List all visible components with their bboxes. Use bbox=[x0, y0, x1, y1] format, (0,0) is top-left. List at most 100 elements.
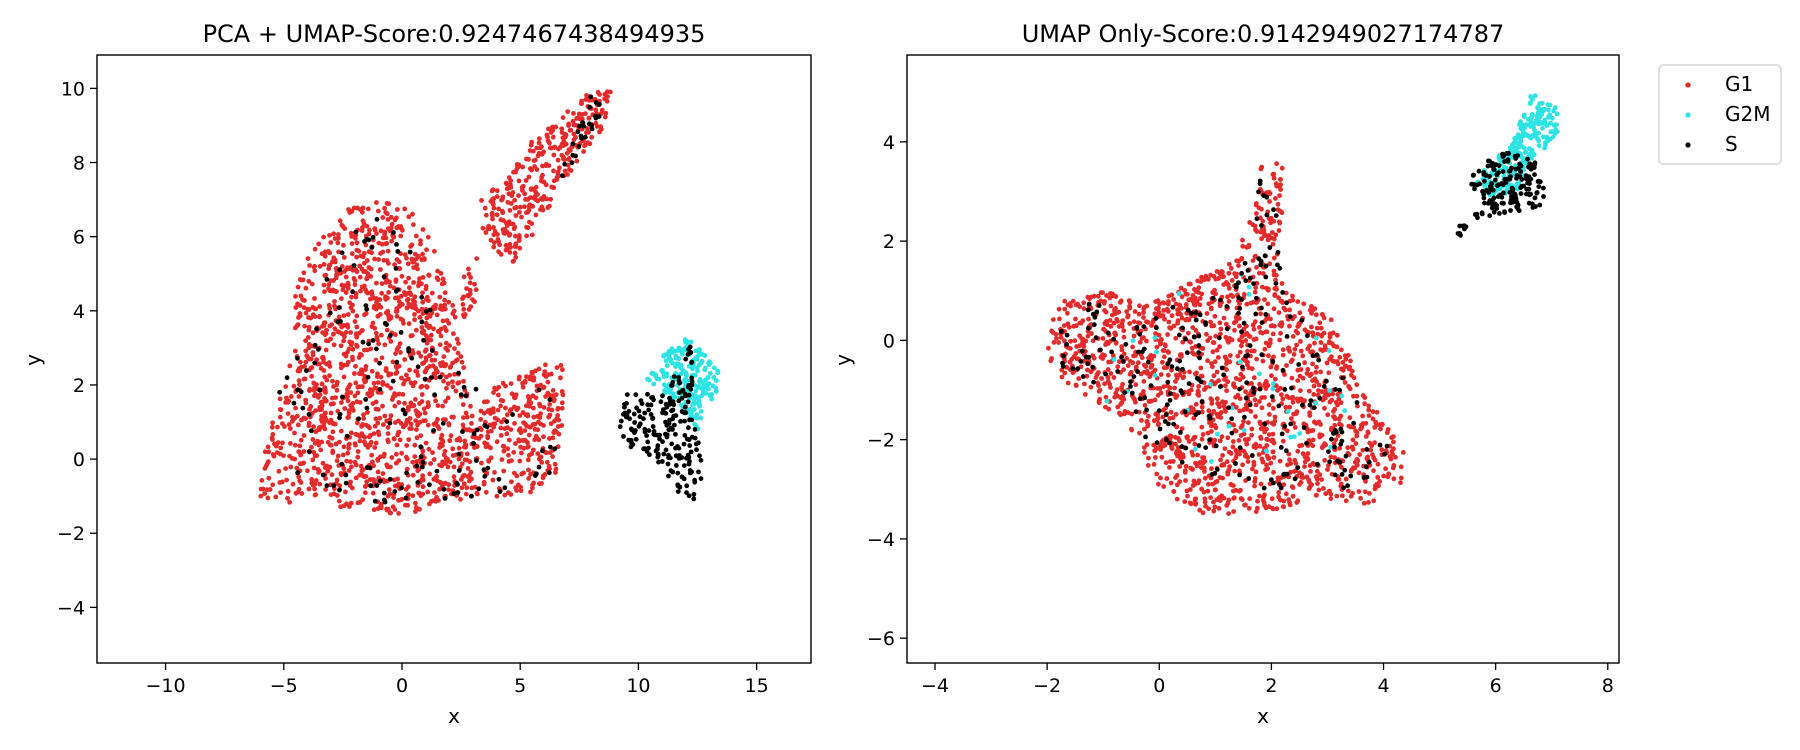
point-s bbox=[340, 394, 345, 400]
point-g1 bbox=[301, 449, 307, 454]
point-s bbox=[393, 288, 399, 294]
point-s bbox=[441, 486, 447, 492]
point-g1 bbox=[1286, 451, 1292, 457]
point-g1 bbox=[520, 384, 526, 390]
point-s bbox=[676, 375, 682, 380]
point-g1 bbox=[1299, 474, 1304, 480]
point-g1 bbox=[1161, 407, 1166, 413]
point-g1 bbox=[339, 296, 344, 301]
point-s bbox=[632, 428, 638, 433]
panel-umap-only: UMAP Only-Score:0.9142949027174787 −4 −2 0… bbox=[831, 20, 1620, 728]
point-g1 bbox=[1121, 396, 1127, 402]
point-g2m bbox=[678, 402, 684, 408]
point-g1 bbox=[551, 168, 556, 174]
point-s bbox=[1245, 268, 1251, 273]
point-g1 bbox=[1252, 319, 1258, 325]
point-g1 bbox=[1221, 462, 1227, 467]
point-g1 bbox=[418, 238, 423, 244]
point-g1 bbox=[353, 363, 358, 369]
point-g1 bbox=[440, 360, 445, 365]
point-g1 bbox=[371, 295, 377, 301]
point-g1 bbox=[555, 405, 561, 411]
point-g1 bbox=[1183, 463, 1189, 469]
point-g1 bbox=[1235, 450, 1240, 455]
point-g1 bbox=[1218, 331, 1223, 337]
point-g2m bbox=[1524, 122, 1530, 128]
point-g1 bbox=[1241, 407, 1247, 413]
point-g1 bbox=[288, 464, 294, 470]
point-g1 bbox=[407, 367, 412, 373]
point-g1 bbox=[393, 351, 398, 356]
point-g1 bbox=[1284, 393, 1290, 399]
point-g1 bbox=[371, 431, 377, 436]
point-g1 bbox=[522, 380, 528, 385]
point-g1 bbox=[1343, 476, 1349, 482]
point-g1 bbox=[345, 282, 351, 288]
point-g1 bbox=[1245, 454, 1251, 460]
point-g1 bbox=[603, 110, 609, 116]
point-g1 bbox=[548, 145, 554, 151]
point-g1 bbox=[1161, 354, 1167, 360]
point-g1 bbox=[1262, 492, 1267, 498]
point-s bbox=[1532, 195, 1538, 201]
y-tick-label: −4 bbox=[57, 597, 85, 619]
point-s bbox=[1263, 274, 1269, 280]
point-s bbox=[1090, 311, 1096, 317]
point-s bbox=[482, 473, 488, 479]
point-g1 bbox=[406, 321, 412, 327]
point-s bbox=[1275, 249, 1281, 255]
point-s bbox=[368, 483, 373, 489]
point-g1 bbox=[1195, 480, 1201, 486]
point-g1 bbox=[1193, 371, 1198, 377]
point-g1 bbox=[437, 462, 442, 468]
point-g1 bbox=[1234, 258, 1240, 264]
point-g1 bbox=[349, 241, 355, 247]
point-g1 bbox=[1271, 306, 1277, 312]
point-g1 bbox=[330, 287, 336, 293]
point-g1 bbox=[1257, 325, 1262, 330]
point-g1 bbox=[306, 278, 312, 284]
point-s bbox=[1337, 459, 1343, 465]
point-s bbox=[1263, 312, 1269, 317]
point-g1 bbox=[1278, 385, 1283, 391]
point-g2m bbox=[1540, 125, 1545, 131]
point-g1 bbox=[478, 408, 484, 414]
point-g1 bbox=[539, 481, 544, 486]
point-g1 bbox=[1272, 293, 1278, 298]
point-s bbox=[1278, 445, 1284, 450]
point-g2m bbox=[1530, 150, 1535, 156]
point-s bbox=[1363, 464, 1369, 470]
point-s bbox=[533, 473, 538, 478]
point-g1 bbox=[1280, 438, 1286, 444]
point-g1 bbox=[1179, 315, 1185, 321]
point-g1 bbox=[360, 218, 366, 224]
point-g1 bbox=[448, 364, 454, 370]
point-s bbox=[646, 428, 652, 433]
point-g1 bbox=[1151, 462, 1157, 467]
point-g1 bbox=[270, 432, 276, 437]
point-s bbox=[689, 382, 695, 388]
point-g1 bbox=[348, 390, 354, 395]
point-g1 bbox=[1216, 506, 1222, 511]
point-s bbox=[691, 492, 697, 497]
point-g1 bbox=[1287, 457, 1292, 463]
point-g1 bbox=[1198, 279, 1204, 284]
point-g1 bbox=[1262, 297, 1267, 302]
point-g1 bbox=[495, 407, 501, 413]
point-g1 bbox=[494, 493, 500, 499]
point-s bbox=[1177, 358, 1183, 364]
point-g1 bbox=[422, 410, 428, 416]
point-s bbox=[369, 245, 375, 250]
point-g2m bbox=[661, 374, 667, 379]
point-g1 bbox=[458, 354, 464, 359]
point-g1 bbox=[1350, 446, 1355, 451]
point-g1 bbox=[1374, 422, 1379, 428]
point-g1 bbox=[1202, 469, 1207, 474]
point-s bbox=[1128, 384, 1133, 389]
point-g1 bbox=[1318, 369, 1323, 375]
point-g1 bbox=[1360, 413, 1365, 419]
point-g1 bbox=[1335, 361, 1341, 367]
point-g1 bbox=[526, 432, 532, 438]
point-g1 bbox=[481, 479, 487, 485]
point-g1 bbox=[1211, 508, 1217, 514]
